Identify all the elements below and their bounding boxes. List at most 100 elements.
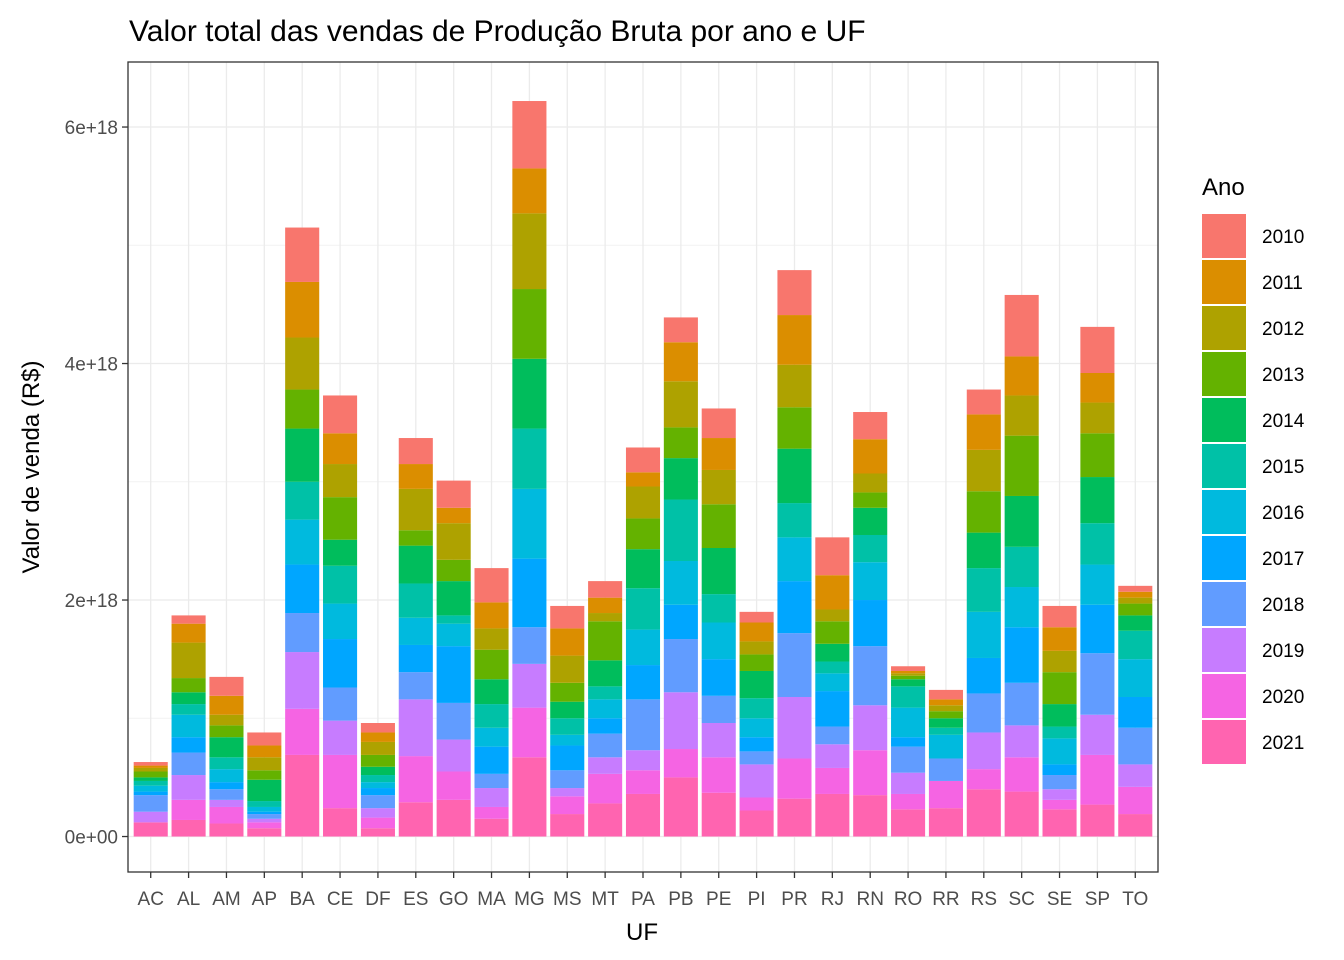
bar-segment-AP-2021: [247, 828, 282, 837]
bar-segment-PI-2015: [739, 698, 774, 719]
bar-segment-MS-2019: [550, 788, 585, 797]
bar-segment-PR-2018: [777, 633, 812, 697]
bar-segment-PE-2020: [701, 757, 736, 793]
y-tick-label: 6e+18: [65, 118, 118, 139]
bar-segment-PI-2010: [739, 611, 774, 623]
bar-segment-MG-2013: [512, 289, 547, 359]
bar-segment-BA-2019: [285, 652, 320, 709]
bar-segment-AP-2011: [247, 745, 282, 758]
bar-segment-BA-2016: [285, 519, 320, 565]
bar-segment-MG-2010: [512, 101, 547, 169]
bar-segment-MA-2013: [474, 649, 509, 680]
x-tick-label: PA: [631, 889, 655, 910]
bar-segment-RN-2015: [853, 534, 888, 563]
bar-segment-RO-2011: [891, 670, 926, 674]
bar-segment-SE-2013: [1042, 672, 1077, 705]
bar-segment-MG-2019: [512, 663, 547, 708]
bar-segment-TO-2017: [1118, 696, 1153, 728]
bar-segment-MT-2011: [588, 597, 623, 614]
bar-segment-RN-2010: [853, 412, 888, 440]
bar-segment-RO-2020: [891, 793, 926, 810]
bar-segment-TO-2021: [1118, 814, 1153, 837]
bar-segment-MT-2010: [588, 581, 623, 598]
bar-segment-AC-2015: [133, 780, 168, 786]
bar-segment-DF-2011: [360, 732, 395, 742]
bar-segment-DF-2020: [360, 817, 395, 829]
legend-swatch-2011: [1202, 260, 1246, 304]
legend-swatch-2020: [1202, 674, 1246, 718]
bar-segment-CE-2019: [323, 720, 358, 755]
bar-segment-RN-2017: [853, 600, 888, 647]
legend-label-2012: 2012: [1262, 319, 1304, 340]
x-tick-label: MA: [477, 889, 506, 910]
bar-segment-CE-2021: [323, 808, 358, 837]
x-tick-label: AL: [177, 889, 200, 910]
bar-segment-RN-2021: [853, 795, 888, 837]
bar-segment-SP-2013: [1080, 433, 1115, 478]
bar-segment-PI-2016: [739, 718, 774, 738]
x-tick-label: CE: [327, 889, 353, 910]
x-tick-label: BA: [290, 889, 316, 910]
bar-segment-RN-2014: [853, 507, 888, 535]
bar-segment-RS-2010: [966, 389, 1001, 415]
bar-segment-RR-2021: [928, 808, 963, 837]
x-tick-label: TO: [1122, 889, 1148, 910]
bar-segment-MS-2017: [550, 745, 585, 771]
x-tick-label: PB: [668, 889, 693, 910]
bar-segment-AM-2015: [209, 757, 244, 770]
bar-segment-SP-2018: [1080, 653, 1115, 715]
bar-segment-RN-2019: [853, 705, 888, 751]
bar-segment-SC-2020: [1004, 757, 1039, 792]
bar-segment-PR-2019: [777, 696, 812, 759]
bar-segment-AP-2014: [247, 779, 282, 802]
bar-segment-AP-2019: [247, 818, 282, 823]
bar-segment-PR-2015: [777, 503, 812, 538]
bar-segment-MT-2017: [588, 718, 623, 734]
bar-segment-AP-2017: [247, 811, 282, 815]
bar-segment-DF-2010: [360, 723, 395, 733]
bar-segment-AM-2014: [209, 737, 244, 758]
bar-segment-SC-2011: [1004, 356, 1039, 396]
bar-segment-SP-2012: [1080, 402, 1115, 434]
bar-segment-SE-2017: [1042, 764, 1077, 776]
bar-segment-TO-2012: [1118, 597, 1153, 604]
bar-segment-SE-2018: [1042, 775, 1077, 790]
bar-segment-CE-2020: [323, 754, 358, 809]
bar-segment-RS-2016: [966, 611, 1001, 658]
bar-segment-PA-2012: [625, 486, 661, 519]
bar-segment-GO-2021: [436, 799, 471, 837]
bar-segment-BA-2013: [285, 389, 320, 429]
bar-segment-SE-2016: [1042, 738, 1077, 765]
chart-title: Valor total das vendas de Produção Bruta…: [129, 15, 866, 48]
bar-segment-PE-2018: [701, 695, 736, 724]
bar-segment-AL-2020: [171, 799, 206, 820]
bar-segment-PA-2011: [625, 472, 661, 487]
bar-segment-GO-2016: [436, 623, 471, 647]
bar-segment-ES-2011: [398, 464, 433, 489]
bar-segment-SC-2015: [1004, 546, 1039, 588]
bar-segment-AC-2013: [133, 771, 168, 778]
bar-segment-CE-2010: [323, 395, 358, 434]
bar-segment-TO-2011: [1118, 591, 1153, 598]
bar-segment-MG-2018: [512, 627, 547, 664]
legend-swatch-2016: [1202, 490, 1246, 534]
bar-segment-PE-2011: [701, 438, 736, 470]
bar-segment-RO-2019: [891, 772, 926, 794]
bar-segment-GO-2011: [436, 507, 471, 524]
bar-segment-RS-2011: [966, 414, 1001, 450]
bar-segment-RN-2016: [853, 562, 888, 601]
x-tick-label: AP: [252, 889, 277, 910]
bar-segment-MG-2020: [512, 707, 547, 758]
x-tick-label: RS: [971, 889, 997, 910]
bar-segment-MT-2014: [588, 660, 623, 687]
bar-segment-RO-2017: [891, 737, 926, 747]
bar-segment-MS-2013: [550, 682, 585, 702]
bar-segment-AL-2010: [171, 615, 206, 624]
bar-segment-MA-2018: [474, 773, 509, 789]
bars-layer: [133, 101, 1153, 837]
bar-segment-AC-2011: [133, 765, 168, 768]
bar-segment-PI-2018: [739, 751, 774, 765]
bar-segment-RR-2020: [928, 780, 963, 809]
bar-segment-CE-2012: [323, 464, 358, 498]
bar-segment-PE-2021: [701, 792, 736, 837]
